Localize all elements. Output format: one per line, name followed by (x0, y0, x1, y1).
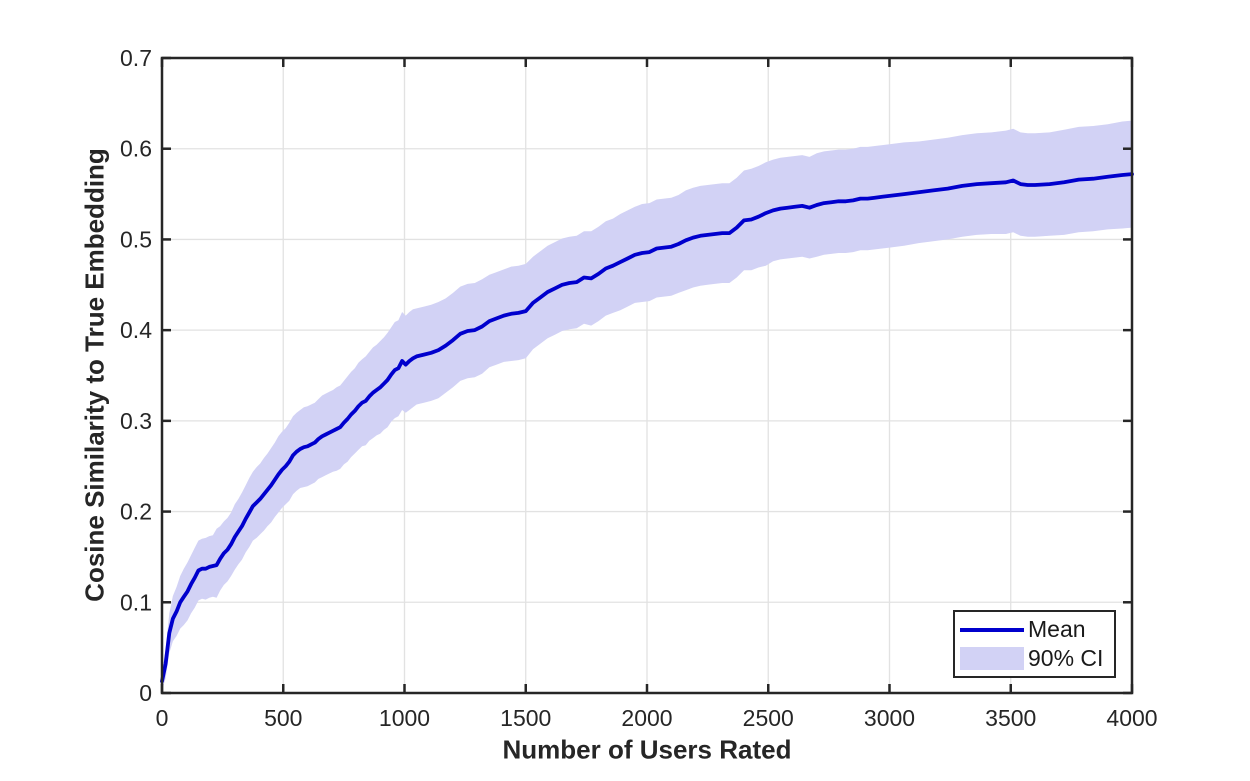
y-tick-label: 0.3 (120, 408, 152, 434)
mean-line (160, 172, 1134, 684)
mean-line-swatch (960, 627, 1024, 632)
x-tick-label: 0 (156, 705, 169, 731)
y-tick-label: 0.6 (120, 136, 152, 162)
y-tick-label: 0 (139, 680, 152, 706)
ci-band-swatch (960, 646, 1024, 670)
x-tick-label: 1500 (500, 705, 551, 731)
ci-band (162, 120, 1132, 691)
mean-line-swatch-wrap (960, 627, 1024, 632)
tick-labels: 0 500 1000 1500 2000 2500 3000 3500 4000 0 0.1 0.2 0… (120, 45, 1158, 731)
y-tick-label: 0.4 (120, 317, 152, 343)
x-tick-label: 4000 (1106, 705, 1157, 731)
x-tick-label: 500 (264, 705, 302, 731)
x-tick-label: 1000 (379, 705, 430, 731)
x-axis-label: Number of Users Rated (502, 734, 792, 765)
y-tick-label: 0.2 (120, 499, 152, 525)
legend: Mean 90% CI (953, 610, 1116, 678)
x-tick-label: 2000 (621, 705, 672, 731)
legend-label-mean: Mean (1028, 616, 1086, 643)
ci-band-swatch-wrap (960, 646, 1024, 670)
x-tick-label: 3000 (864, 705, 915, 731)
y-axis-label: Cosine Similarity to True Embedding (79, 148, 110, 602)
y-tick-label: 0.1 (120, 589, 152, 615)
x-tick-label: 2500 (743, 705, 794, 731)
y-tick-label: 0.5 (120, 226, 152, 252)
legend-item-mean: Mean (960, 617, 1110, 643)
x-tick-label: 3500 (985, 705, 1036, 731)
legend-item-ci: 90% CI (960, 645, 1110, 671)
legend-label-ci: 90% CI (1028, 644, 1104, 671)
axes-box (160, 56, 1134, 695)
y-tick-label: 0.7 (120, 45, 152, 71)
